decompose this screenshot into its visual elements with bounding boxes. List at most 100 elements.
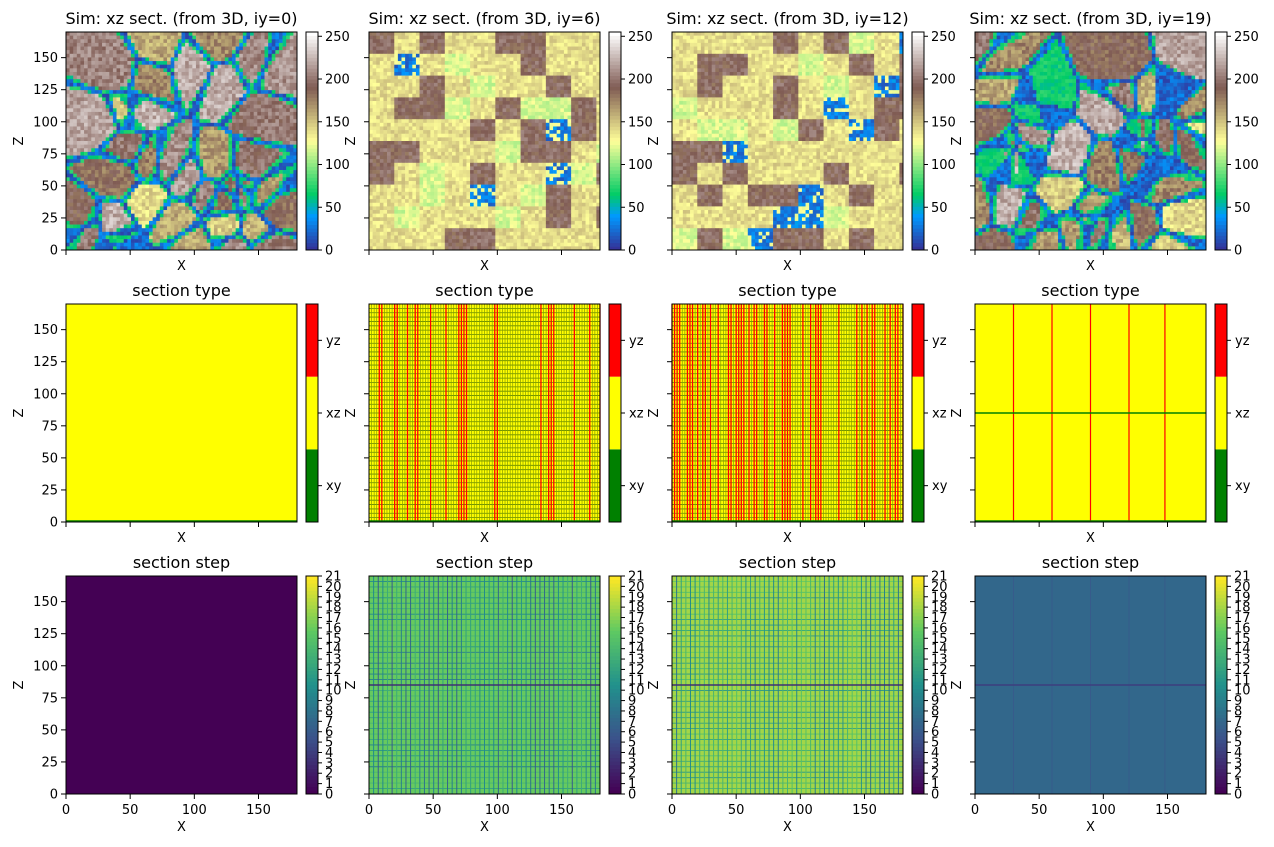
heatmap-cell: [69, 235, 74, 240]
heatmap-cell: [498, 53, 503, 58]
heatmap-cell: [98, 141, 103, 145]
heatmap-cell: [542, 61, 547, 65]
heatmap-cell: [401, 90, 406, 95]
heatmap-cell: [192, 242, 197, 247]
heatmap-cell: [260, 224, 265, 229]
heatmap-cell: [87, 126, 92, 131]
heatmap-cell: [592, 82, 597, 87]
colorbar-gradient-step: [306, 75, 318, 80]
heatmap-cell: [253, 108, 258, 113]
heatmap-cell: [192, 122, 197, 127]
heatmap-cell: [278, 166, 283, 171]
heatmap-cell: [73, 159, 78, 164]
heatmap-cell: [444, 53, 449, 58]
heatmap-cell: [253, 188, 258, 193]
heatmap-cell: [76, 97, 81, 102]
heatmap-cell: [221, 115, 226, 120]
colorbar-gradient-step: [306, 180, 318, 185]
heatmap-cell: [174, 159, 179, 164]
heatmap-cell: [127, 202, 132, 207]
heatmap-cell: [109, 101, 114, 105]
heatmap-cell: [286, 130, 291, 135]
heatmap-cell: [542, 46, 547, 51]
heatmap-cell: [224, 53, 229, 58]
heatmap-cell: [502, 39, 507, 44]
heatmap-cell: [394, 82, 399, 87]
heatmap-cell: [73, 133, 78, 138]
heatmap-cell: [271, 184, 276, 189]
heatmap-cell: [271, 166, 276, 171]
heatmap-cell: [134, 101, 139, 105]
heatmap-cell: [581, 46, 586, 51]
heatmap-cell: [257, 119, 262, 124]
heatmap-cell: [149, 90, 153, 95]
heatmap-cell: [195, 162, 200, 167]
heatmap-cell: [232, 239, 236, 244]
heatmap-cell: [195, 50, 200, 55]
heatmap-cell: [383, 61, 388, 65]
heatmap-cell: [98, 115, 103, 120]
heatmap-cell: [105, 93, 110, 98]
heatmap-cell: [185, 122, 190, 127]
heatmap-cell: [195, 32, 200, 36]
heatmap-cell: [221, 220, 226, 225]
heatmap-cell: [170, 53, 175, 58]
heatmap-cell: [221, 64, 226, 69]
heatmap-cell: [217, 239, 222, 244]
heatmap-cell: [87, 93, 92, 98]
heatmap-cell: [268, 64, 273, 69]
heatmap-cell: [98, 108, 103, 113]
heatmap-cell: [130, 82, 135, 87]
heatmap-cell: [232, 115, 236, 120]
heatmap-cell: [87, 57, 92, 62]
heatmap-cell: [199, 50, 204, 55]
heatmap-cell: [87, 173, 92, 178]
heatmap-cell: [260, 71, 265, 76]
heatmap-cell: [271, 122, 276, 127]
heatmap-cell: [192, 39, 197, 44]
heatmap-cell: [441, 39, 446, 44]
heatmap-cell: [390, 53, 395, 58]
heatmap-cell: [278, 188, 283, 193]
heatmap-cell: [206, 148, 211, 153]
heatmap-cell: [217, 177, 222, 182]
heatmap-cell: [109, 220, 114, 225]
heatmap-cell: [105, 39, 110, 44]
heatmap-cell: [250, 220, 254, 225]
heatmap-cell: [264, 239, 269, 244]
heatmap-cell: [275, 32, 280, 36]
heatmap-cell: [145, 224, 150, 229]
heatmap-cell: [264, 53, 269, 58]
heatmap-cell: [405, 75, 409, 80]
heatmap-cell: [163, 50, 168, 55]
heatmap-cell: [123, 213, 128, 218]
heatmap-cell: [592, 39, 597, 44]
heatmap-cell: [98, 50, 103, 55]
heatmap-cell: [509, 50, 514, 55]
heatmap-cell: [217, 79, 222, 84]
heatmap-cell: [94, 108, 99, 113]
heatmap-cell: [192, 53, 197, 58]
heatmap-cell: [109, 61, 114, 65]
heatmap-cell: [174, 224, 179, 229]
heatmap-cell: [250, 71, 254, 76]
heatmap-cell: [102, 177, 106, 182]
heatmap-cell: [293, 180, 298, 185]
heatmap-cell: [452, 61, 456, 65]
heatmap-cell: [253, 184, 258, 189]
heatmap-cell: [235, 173, 240, 178]
heatmap-cell: [138, 170, 143, 174]
heatmap-cell: [232, 184, 236, 189]
heatmap-cell: [412, 32, 417, 36]
heatmap-cell: [271, 191, 276, 196]
heatmap-cell: [120, 119, 125, 124]
heatmap-cell: [264, 64, 269, 69]
heatmap-cell: [278, 213, 283, 218]
heatmap-cell: [94, 180, 99, 185]
heatmap-cell: [195, 61, 200, 65]
heatmap-cell: [145, 137, 150, 142]
heatmap-cell: [423, 90, 428, 95]
heatmap-cell: [112, 86, 117, 91]
heatmap-cell: [116, 191, 121, 196]
heatmap-cell: [567, 61, 572, 65]
